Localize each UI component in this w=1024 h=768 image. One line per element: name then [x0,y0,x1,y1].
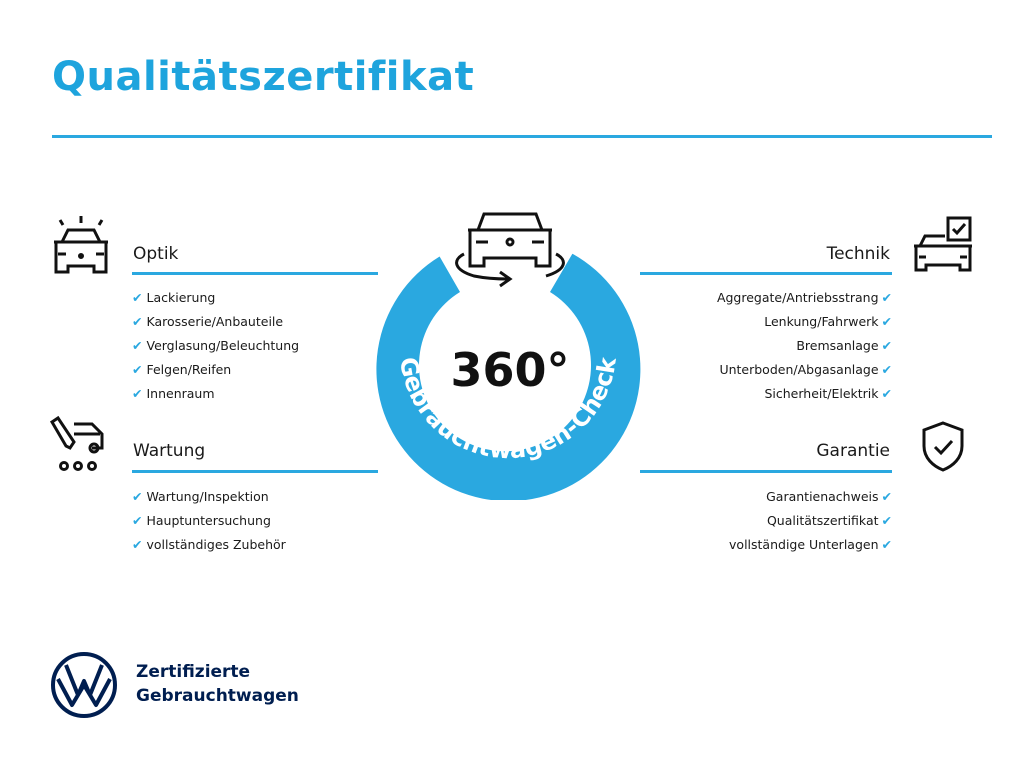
list-item: ✔ Felgen/Reifen [132,362,232,377]
check-icon: ✔ [132,314,143,329]
check-icon: ✔ [881,513,892,528]
ring [376,253,641,500]
list-item: Unterboden/Abgasanlage ✔ [719,362,892,377]
check-icon: ✔ [881,314,892,329]
car-checklist-icon [914,216,972,272]
check-icon: ✔ [881,537,892,552]
car-lights-icon [54,216,108,274]
section-heading-garantie: Garantie [816,441,890,461]
optik-list: ✔ Lackierung ✔ Karosserie/Anbauteile ✔ Verg… [132,286,299,406]
list-item: vollständige Unterlagen ✔ [729,537,892,552]
check-icon: ✔ [881,290,892,305]
list-item: ✔ Karosserie/Anbauteile [132,314,284,329]
list-item: Qualitätszertifikat ✔ [766,513,892,528]
section-divider [640,272,892,275]
list-item: ✔ Innenraum [132,386,215,401]
check-icon: ✔ [881,386,892,401]
title-divider [52,135,992,138]
vw-logo [51,652,117,718]
list-item: ✔ Hauptuntersuchung [132,513,271,528]
wartung-list: ✔ Wartung/Inspektion ✔ Hauptuntersuchung ✔… [132,485,286,557]
check-icon: ✔ [132,386,143,401]
shield-check-icon [922,421,964,472]
degrees-label: 360° [450,343,569,397]
garantie-list: Garantienachweis ✔ Qualitätszertifikat ✔ v… [729,485,892,557]
list-item: Bremsanlage ✔ [796,338,892,353]
section-heading-optik: Optik [133,244,179,264]
check-icon: ✔ [132,537,143,552]
check-icon: ✔ [881,489,892,504]
section-heading-wartung: Wartung [133,441,206,461]
section-heading-technik: Technik [826,244,890,264]
list-item: ✔ vollständiges Zubehör [132,537,286,552]
check-icon: ✔ [132,338,143,353]
360-check-badge: Gebrauchtwagen-Check 360° [376,212,641,500]
list-item: Garantienachweis ✔ [766,489,892,504]
check-icon: ✔ [132,290,143,305]
page-title: Qualitätszertifikat [52,54,475,100]
section-divider [132,272,378,275]
check-icon: ✔ [881,362,892,377]
list-item: Lenkung/Fahrwerk ✔ [764,314,892,329]
check-icon: ✔ [132,489,143,504]
list-item: ✔ Lackierung [132,290,216,305]
list-item: Sicherheit/Elektrik ✔ [764,386,892,401]
check-icon: ✔ [132,362,143,377]
section-divider [132,470,378,473]
check-icon: ✔ [881,338,892,353]
car-tools-icon [49,415,104,471]
car-rotate-icon [455,212,565,288]
technik-list: Aggregate/Antriebsstrang ✔ Lenkung/Fahrwe… [717,286,892,406]
footer-brand-text: Zertifizierte Gebrauchtwagen [136,662,299,706]
list-item: ✔ Wartung/Inspektion [132,489,269,504]
list-item: ✔ Verglasung/Beleuchtung [132,338,300,353]
section-divider [640,470,892,473]
check-icon: ✔ [132,513,143,528]
list-item: Aggregate/Antriebsstrang ✔ [716,290,892,305]
